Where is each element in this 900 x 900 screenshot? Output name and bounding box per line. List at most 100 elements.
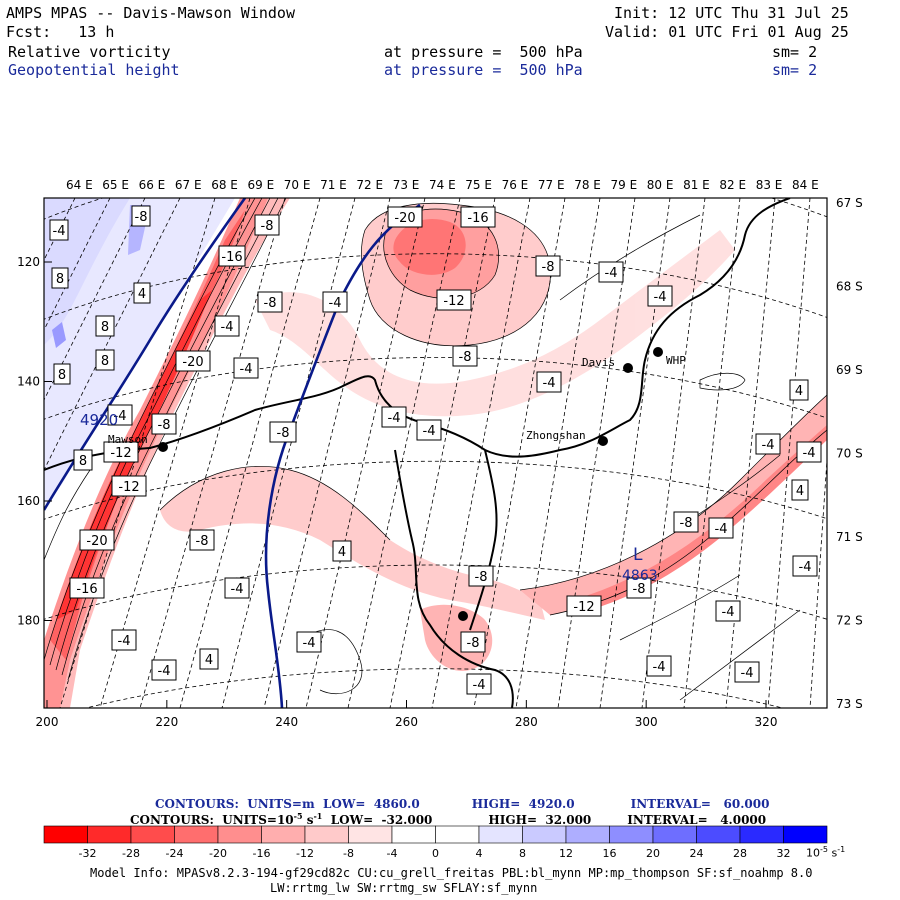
svg-text:-4: -4 <box>722 605 735 620</box>
colorbar-tick-label: -24 <box>166 847 184 860</box>
latitude-label: 73 S <box>836 697 863 711</box>
longitude-label: 68 E <box>211 178 238 192</box>
svg-text:-12: -12 <box>110 446 131 461</box>
station-mawson-label: Mawson <box>108 433 148 446</box>
colorbar-tick-label: -32 <box>79 847 97 860</box>
longitude-label: 84 E <box>792 178 819 192</box>
svg-text:-4: -4 <box>53 224 66 239</box>
contour-label-box: 8 <box>95 315 115 337</box>
colorbar-swatch <box>739 825 784 844</box>
longitude-label: 66 E <box>139 178 166 192</box>
svg-text:4: 4 <box>796 484 804 499</box>
contour-label-box: 8 <box>51 267 69 289</box>
init-time: Init: 12 UTC Thu 31 Jul 25 <box>614 4 849 22</box>
svg-text:-4: -4 <box>158 664 171 679</box>
y-axis-ticks: 120 140 160 180 <box>17 255 52 628</box>
height-contour-label: 4920 <box>80 411 118 429</box>
svg-text:-4: -4 <box>303 636 316 651</box>
contour-label-box: 4 <box>791 479 809 501</box>
low-center-value: 4863 <box>622 568 658 584</box>
longitude-label: 67 E <box>175 178 202 192</box>
svg-text:-4: -4 <box>715 522 728 537</box>
contour-label-box: -4 <box>792 555 818 577</box>
contour-label-box: -4 <box>647 285 673 307</box>
latitude-label: 70 S <box>836 447 863 461</box>
colorbar-swatch <box>565 825 610 844</box>
contour-label-box: -4 <box>708 517 734 539</box>
contour-label-box: 4 <box>332 540 352 562</box>
colorbar-swatch <box>87 825 132 844</box>
svg-text:4: 4 <box>338 545 346 560</box>
contour-label-box: -4 <box>322 291 348 313</box>
contour-label-box: -12 <box>566 595 602 617</box>
contour-label-box: 4 <box>199 648 219 670</box>
longitude-label: 72 E <box>356 178 383 192</box>
svg-text:4: 4 <box>795 384 803 399</box>
stations <box>158 347 663 621</box>
latitude-labels: 67 S 68 S 69 S 70 S 71 S 72 S 73 S <box>836 196 863 711</box>
colorbar-tick-label: -8 <box>343 847 354 860</box>
colorbar-units: 10-5 s-1 <box>806 845 846 860</box>
colorbar-swatch <box>478 825 523 844</box>
contour-label-box: -4 <box>49 219 69 241</box>
contour-label-box: -8 <box>626 577 652 599</box>
contour-label-box: -8 <box>131 205 151 227</box>
contour-label-box: -4 <box>151 659 177 681</box>
contour-label-box: -16 <box>460 206 496 228</box>
svg-text:-4: -4 <box>118 634 131 649</box>
longitude-label: 81 E <box>683 178 710 192</box>
colorbar-swatch <box>652 825 697 844</box>
longitude-label: 64 E <box>66 178 93 192</box>
contour-label-box: -4 <box>755 433 781 455</box>
svg-text:-4: -4 <box>803 446 816 461</box>
contour-label-box: -4 <box>233 357 259 379</box>
contour-label-box: -4 <box>111 629 137 651</box>
colorbar-tick-label: -28 <box>122 847 140 860</box>
contour-label-box: -4 <box>466 673 492 695</box>
longitude-label: 82 E <box>719 178 746 192</box>
contour-label-box: -8 <box>673 511 699 533</box>
colorbar-swatch <box>217 825 262 844</box>
svg-text:-8: -8 <box>158 418 171 433</box>
svg-text:-8: -8 <box>196 534 209 549</box>
coastline <box>44 198 791 708</box>
longitude-labels: 64 E 65 E 66 E 67 E 68 E 69 E 70 E 71 E 72 E 73 E… <box>66 178 819 192</box>
svg-text:-16: -16 <box>76 582 97 597</box>
longitude-label: 80 E <box>647 178 674 192</box>
x-tick-label: 200 <box>36 715 59 729</box>
map-frame <box>43 197 828 709</box>
svg-text:-4: -4 <box>762 438 775 453</box>
longitude-label: 65 E <box>102 178 129 192</box>
colorbar-swatch <box>522 825 567 844</box>
longitude-label: 70 E <box>284 178 311 192</box>
colorbar-swatch <box>783 825 828 844</box>
svg-text:-8: -8 <box>542 260 555 275</box>
svg-text:-4: -4 <box>423 424 436 439</box>
forecast-hour: Fcst: 13 h <box>6 23 115 41</box>
station-whp-label: WHP <box>666 354 686 367</box>
contour-label-box: -4 <box>734 661 760 683</box>
contour-label-box: -8 <box>257 291 283 313</box>
svg-text:-4: -4 <box>221 320 234 335</box>
longitude-label: 76 E <box>502 178 529 192</box>
longitude-label: 83 E <box>756 178 783 192</box>
contour-label-box: -4 <box>646 655 672 677</box>
station-davis-label: Davis <box>582 356 615 369</box>
colorbar-swatch <box>435 825 480 844</box>
contour-label-box: 8 <box>73 449 93 471</box>
svg-text:-8: -8 <box>475 570 488 585</box>
longitude-label: 78 E <box>574 178 601 192</box>
contour-label-box: -8 <box>460 631 486 653</box>
station-davis-marker <box>623 363 633 373</box>
contour-label-box: -8 <box>151 413 177 435</box>
colorbar-tick-label: -16 <box>253 847 271 860</box>
colorbar-tick-label: 20 <box>646 847 660 860</box>
contour-label-box: -8 <box>452 345 478 367</box>
contour-label-box: -4 <box>536 371 562 393</box>
x-tick-label: 320 <box>755 715 778 729</box>
station-zhongshan-marker <box>598 436 608 446</box>
colorbar-tick-label: 24 <box>690 847 704 860</box>
station-mawson-marker <box>158 442 168 452</box>
x-tick-label: 220 <box>155 715 178 729</box>
svg-text:-8: -8 <box>459 350 472 365</box>
